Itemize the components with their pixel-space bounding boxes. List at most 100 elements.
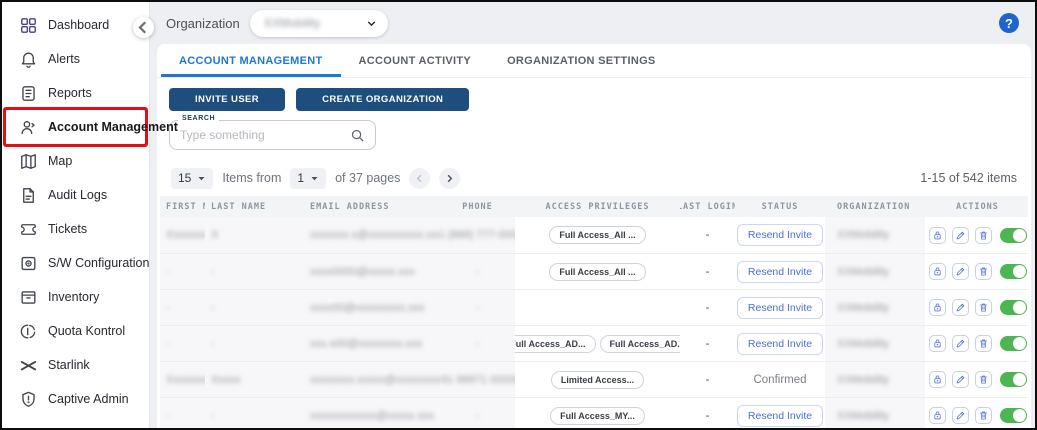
edit-user-button[interactable] <box>951 263 969 280</box>
resend-invite-button[interactable]: Resend Invite <box>736 260 824 283</box>
user-enabled-toggle[interactable] <box>999 264 1027 279</box>
topbar: Organization XXMobility ? <box>150 2 1035 44</box>
report-icon <box>19 84 38 103</box>
sidebar-item-inventory[interactable]: Inventory <box>6 280 145 314</box>
sidebar: Dashboard Alerts Reports Account Management… <box>2 2 178 428</box>
help-icon: ? <box>1005 15 1013 31</box>
chevron-down-icon <box>367 20 375 26</box>
chevron-left-icon <box>417 174 422 182</box>
last-name-value: X <box>211 229 219 241</box>
organization-cell: XXMobility <box>825 362 925 397</box>
phone-value: +1 (888) 777-0000 <box>440 229 515 241</box>
sidebar-item-audit-logs[interactable]: Audit Logs <box>6 178 145 212</box>
sidebar-item-alerts[interactable]: Alerts <box>6 42 145 76</box>
tab-bar: ACCOUNT MANAGEMENT ACCOUNT ACTIVITY ORGANI… <box>157 44 1031 78</box>
actions-cell <box>925 371 1030 388</box>
access-privilege-chip: Full Access_AD... <box>599 334 680 353</box>
sidebar-item-quota-kontrol[interactable]: Quota Kontrol <box>6 314 145 348</box>
user-enabled-toggle[interactable] <box>999 300 1027 315</box>
page-size-select[interactable]: 15 <box>171 167 214 189</box>
lock-icon <box>932 266 943 277</box>
delete-user-button[interactable] <box>974 407 992 424</box>
create-organization-button[interactable]: CREATE ORGANIZATION <box>296 88 470 111</box>
tab-account-activity[interactable]: ACCOUNT ACTIVITY <box>358 54 472 67</box>
page-select[interactable]: 1 <box>290 167 327 189</box>
edit-user-button[interactable] <box>951 335 969 352</box>
column-header: LAST NAME <box>211 201 267 212</box>
items-range-label: 1-15 of 542 items <box>920 171 1017 185</box>
sidebar-item-s-w-configuration[interactable]: S/W Configuration <box>6 246 149 280</box>
edit-icon <box>955 230 966 241</box>
column-header: PHONE <box>462 201 493 212</box>
last-login-value: - <box>705 301 710 314</box>
account-icon <box>19 118 38 137</box>
help-button[interactable]: ? <box>999 13 1019 33</box>
last-name-cell: - <box>205 290 290 325</box>
phone-cell: - <box>440 398 515 428</box>
sidebar-collapse-button[interactable] <box>133 17 154 38</box>
resend-invite-button[interactable]: Resend Invite <box>736 224 824 246</box>
user-enabled-toggle[interactable] <box>999 336 1027 351</box>
search-input[interactable] <box>180 128 350 142</box>
tab-account-management[interactable]: ACCOUNT MANAGEMENT <box>161 44 341 77</box>
delete-user-button[interactable] <box>974 299 992 316</box>
delete-user-button[interactable] <box>974 371 992 388</box>
organization-label: Organization <box>166 15 240 31</box>
organization-value: XXMobility <box>837 229 889 241</box>
delete-user-button[interactable] <box>974 263 992 280</box>
sidebar-item-tickets[interactable]: Tickets <box>6 212 145 246</box>
sidebar-item-reports[interactable]: Reports <box>6 76 145 110</box>
chevron-left-icon <box>138 21 147 34</box>
lock-user-button[interactable] <box>928 263 946 280</box>
pagination-bar: 15 Items from 1 of 37 pages 1-15 of 542 … <box>157 166 1031 190</box>
resend-invite-button[interactable]: Resend Invite <box>736 332 824 355</box>
lock-user-button[interactable] <box>928 299 946 316</box>
phone-value: - <box>475 265 480 278</box>
tab-organization-settings[interactable]: ORGANIZATION SETTINGS <box>507 54 656 67</box>
email-value: xxxx0000@xxxxx.xxx <box>310 265 415 278</box>
user-enabled-toggle[interactable] <box>999 408 1027 423</box>
last-name-value: Xxxxx <box>211 373 241 386</box>
next-page-button[interactable] <box>439 167 461 189</box>
sidebar-item-dashboard[interactable]: Dashboard <box>6 8 145 42</box>
lock-user-button[interactable] <box>928 226 946 244</box>
organization-dropdown[interactable]: XXMobility <box>249 9 388 37</box>
organization-value: XXMobility <box>837 301 889 314</box>
sidebar-item-map[interactable]: Map <box>6 144 145 178</box>
column-header: ORGANIZATION <box>837 201 911 212</box>
actions-cell <box>925 226 1030 244</box>
last-name-cell: Xxxxx <box>205 362 290 397</box>
resend-invite-button[interactable]: Resend Invite <box>736 404 824 427</box>
sidebar-item-label: Alerts <box>48 52 80 66</box>
delete-icon <box>978 230 989 241</box>
sidebar-item-starlink[interactable]: Starlink <box>6 348 145 382</box>
user-enabled-toggle[interactable] <box>999 227 1027 243</box>
user-enabled-toggle[interactable] <box>999 372 1027 387</box>
edit-user-button[interactable] <box>951 407 969 424</box>
prev-page-button[interactable] <box>409 167 431 189</box>
lock-user-button[interactable] <box>928 335 946 352</box>
last-name-cell: - <box>205 398 290 428</box>
sidebar-item-account-management[interactable]: Account Management <box>6 110 178 144</box>
edit-user-button[interactable] <box>951 371 969 388</box>
access-privileges-cell: Limited Access... <box>515 370 680 389</box>
sidebar-item-captive-admin[interactable]: Captive Admin <box>6 382 145 416</box>
sidebar-item-label: Dashboard <box>48 18 110 32</box>
status-cell: Resend Invite <box>735 260 825 283</box>
search-icon[interactable] <box>350 128 365 143</box>
organization-value: XXMobility <box>837 409 889 422</box>
lock-user-button[interactable] <box>928 371 946 388</box>
delete-user-button[interactable] <box>974 335 992 352</box>
lock-user-button[interactable] <box>928 407 946 424</box>
first-name-cell: - <box>160 254 205 289</box>
edit-icon <box>955 374 966 385</box>
dashboard-icon <box>19 16 38 35</box>
delete-user-button[interactable] <box>974 226 992 244</box>
delete-icon <box>978 338 989 349</box>
edit-user-button[interactable] <box>951 226 969 244</box>
table-row: - - xxxxxxxxxxxx@xxxxx.xxx - Full Access_MY.… <box>160 397 1028 428</box>
edit-user-button[interactable] <box>951 299 969 316</box>
invite-user-button[interactable]: INVITE USER <box>169 88 286 111</box>
column-header: ACTIONS <box>956 201 999 212</box>
resend-invite-button[interactable]: Resend Invite <box>736 296 824 319</box>
